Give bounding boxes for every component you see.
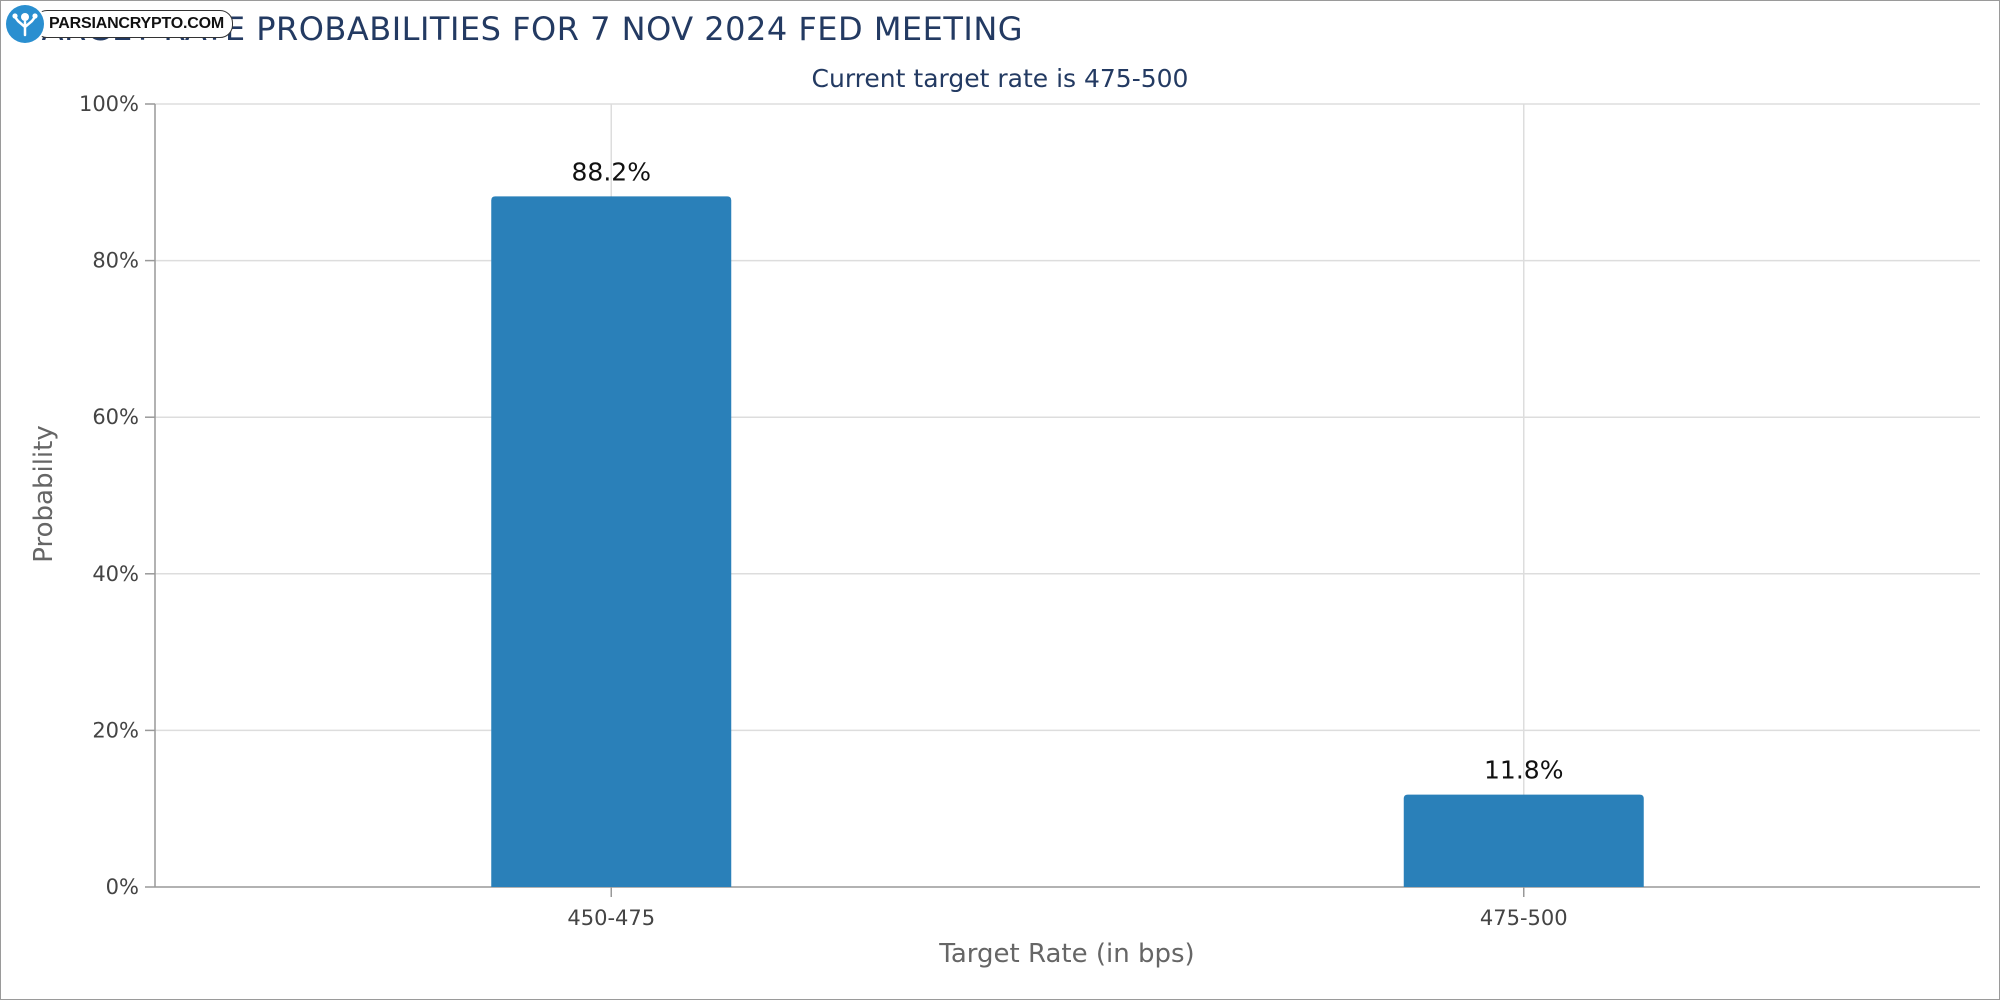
x-tick-label: 475-500 [1480, 906, 1568, 930]
bar-data-label: 88.2% [572, 157, 651, 186]
y-tick-label: 40% [92, 562, 139, 586]
grid-lines [155, 103, 1980, 887]
watermark: PARSIANCRYPTO.COM [6, 5, 233, 43]
watermark-text: PARSIANCRYPTO.COM [34, 10, 233, 38]
bars [491, 196, 1644, 888]
bar-data-label: 11.8% [1484, 756, 1563, 785]
y-tick-label: 20% [92, 718, 139, 742]
y-tick-label: 80% [92, 249, 139, 273]
tree-person-icon [6, 5, 44, 43]
labels: 0% 20% 40% 60% 80% 100% 450-475 88.2% 475-500 11.… [79, 92, 1568, 930]
y-tick-label: 0% [106, 875, 139, 899]
chart-subtitle: Current target rate is 475-500 [811, 64, 1189, 93]
y-axis-title: Probability [29, 425, 59, 562]
y-tick-label: 60% [92, 405, 139, 429]
x-tick-label: 450-475 [567, 906, 655, 930]
bar [491, 196, 732, 888]
bar [1403, 794, 1644, 887]
y-tick-label: 100% [79, 92, 139, 116]
axes [145, 103, 1980, 897]
x-axis-title: Target Rate (in bps) [938, 939, 1194, 969]
